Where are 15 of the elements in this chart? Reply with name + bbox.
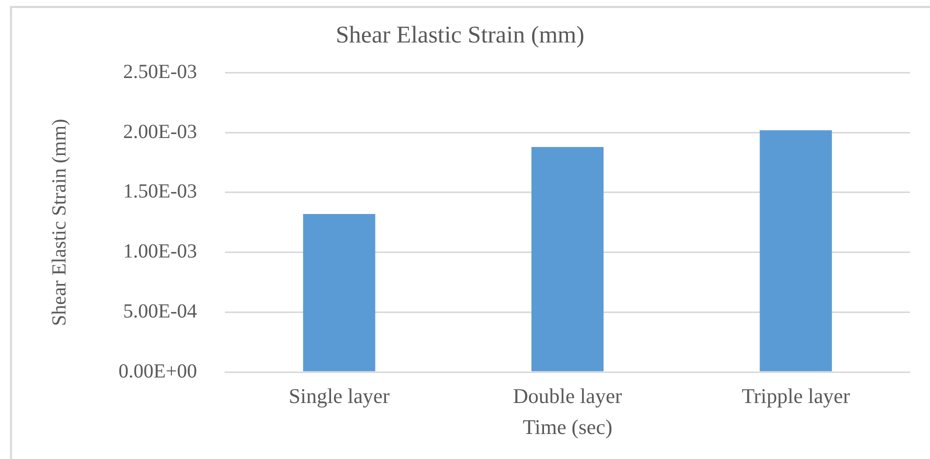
- y-tick-label: 2.50E-03: [123, 61, 197, 84]
- bar: [303, 214, 376, 372]
- x-tick-label: Double layer: [512, 384, 622, 408]
- x-axis-title: Time (sec): [522, 414, 612, 439]
- y-axis-title: Shear Elastic Strain (mm): [48, 118, 70, 326]
- y-tick-label: 1.50E-03: [123, 180, 197, 203]
- y-tick-label: 5.00E-04: [123, 300, 197, 322]
- bar: [760, 130, 832, 372]
- chart-title: Shear Elastic Strain (mm): [336, 22, 584, 49]
- x-tick-label: Tripple layer: [742, 384, 850, 408]
- bar: [531, 147, 604, 372]
- y-tick-label: 2.00E-03: [123, 120, 197, 143]
- y-tick-label: 0.00E+00: [118, 360, 197, 382]
- y-tick-label: 1.00E-03: [123, 240, 197, 263]
- x-tick-label: Single layer: [288, 384, 390, 408]
